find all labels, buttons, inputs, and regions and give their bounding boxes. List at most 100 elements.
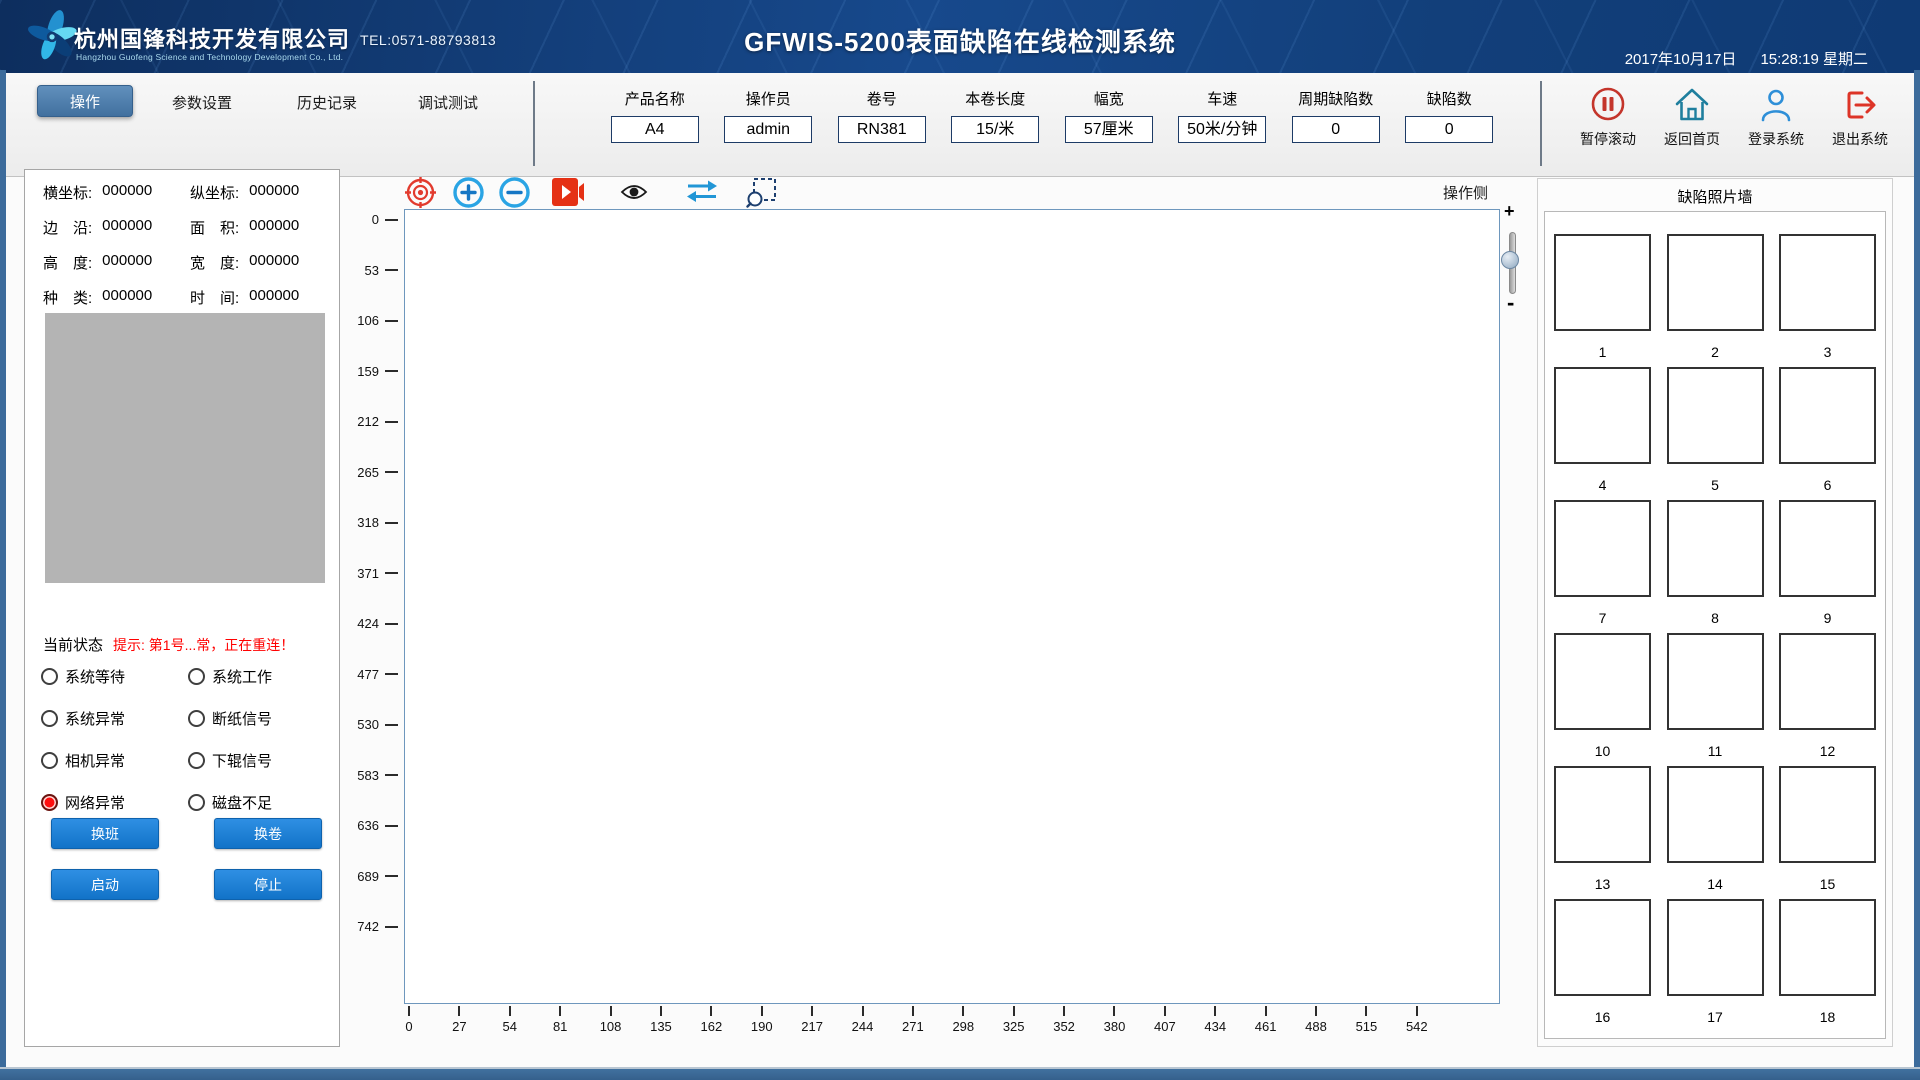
photo-wall-title: 缺陷照片墙 bbox=[1677, 189, 1753, 206]
y-axis-tick: 371 bbox=[357, 566, 398, 581]
photo-slot: 8 bbox=[1666, 500, 1765, 633]
photo-slot-thumbnail[interactable] bbox=[1554, 234, 1651, 331]
photo-slot-thumbnail[interactable] bbox=[1779, 633, 1876, 730]
photo-slot-thumbnail[interactable] bbox=[1779, 367, 1876, 464]
x-tick-mark bbox=[1063, 1006, 1066, 1016]
photo-slot-thumbnail[interactable] bbox=[1666, 367, 1764, 464]
status-title: 当前状态 bbox=[43, 637, 104, 654]
region-zoom-button[interactable] bbox=[745, 176, 778, 208]
photo-slot-thumbnail[interactable] bbox=[1666, 234, 1764, 331]
swap-arrows-icon bbox=[687, 180, 717, 202]
photo-slot-thumbnail[interactable] bbox=[1554, 766, 1651, 863]
info-field-label: 操作员 bbox=[745, 91, 791, 108]
photo-slot-thumbnail[interactable] bbox=[1779, 500, 1876, 597]
photo-slot-thumbnail[interactable] bbox=[1779, 234, 1876, 331]
photo-slot: 18 bbox=[1778, 899, 1877, 1032]
x-axis-tick: 298 bbox=[945, 1006, 981, 1034]
region-zoom-icon bbox=[746, 178, 776, 208]
photo-slot-number: 3 bbox=[1823, 344, 1832, 360]
status-radio-option[interactable]: 断纸信号 bbox=[188, 708, 327, 729]
status-radio-option[interactable]: 系统异常 bbox=[41, 708, 180, 729]
exit-system-button[interactable]: 退出系统 bbox=[1824, 85, 1896, 149]
status-radio-option[interactable]: 系统等待 bbox=[41, 666, 180, 687]
photo-slot-thumbnail[interactable] bbox=[1554, 633, 1651, 730]
zoom-out-button[interactable] bbox=[498, 176, 531, 209]
y-tick-label: 371 bbox=[357, 565, 379, 581]
measurement-field: 宽 度: 000000 bbox=[190, 252, 323, 273]
x-tick-mark bbox=[408, 1006, 410, 1016]
y-tick-mark bbox=[385, 319, 398, 322]
photo-slot-thumbnail[interactable] bbox=[1666, 633, 1764, 730]
zoom-slider-thumb[interactable] bbox=[1501, 251, 1519, 269]
tab-history-records[interactable]: 历史记录 bbox=[297, 92, 357, 113]
info-field-label: 车速 bbox=[1207, 91, 1238, 108]
control-button[interactable]: 停止 bbox=[214, 869, 322, 900]
tab-debug-test[interactable]: 调试测试 bbox=[418, 92, 478, 113]
pause-scroll-button[interactable]: 暂停滚动 bbox=[1572, 85, 1644, 149]
status-radio-option[interactable]: 网络异常 bbox=[41, 792, 180, 813]
photo-slot-thumbnail[interactable] bbox=[1666, 899, 1764, 996]
status-radio-option[interactable]: 下辊信号 bbox=[188, 750, 327, 771]
photo-slot: 17 bbox=[1666, 899, 1765, 1032]
swap-direction-button[interactable] bbox=[686, 179, 718, 205]
chart-x-axis: 0 27 54 81 108 135 162 190 217 244 271 2… bbox=[391, 1006, 1435, 1034]
photo-slot: 9 bbox=[1778, 500, 1877, 633]
zoom-slider-plus-button[interactable]: + bbox=[1504, 201, 1515, 221]
measurement-label: 横坐标: bbox=[43, 185, 93, 202]
photo-slot-thumbnail[interactable] bbox=[1666, 766, 1764, 863]
info-field: 卷号 RN381 bbox=[825, 88, 939, 143]
y-axis-tick: 212 bbox=[357, 414, 398, 429]
zoom-slider-minus-button[interactable]: - bbox=[1507, 290, 1515, 315]
photo-slot: 3 bbox=[1778, 234, 1877, 367]
status-radio-option[interactable]: 系统工作 bbox=[188, 666, 327, 687]
measurement-label: 边 沿: bbox=[43, 220, 93, 237]
status-radio-option[interactable]: 磁盘不足 bbox=[188, 792, 327, 813]
photo-slot-number: 2 bbox=[1711, 344, 1719, 360]
photo-slot-thumbnail[interactable] bbox=[1554, 899, 1651, 996]
photo-slot-thumbnail[interactable] bbox=[1554, 500, 1651, 597]
control-button[interactable]: 启动 bbox=[51, 869, 159, 900]
measurement-label: 时 间: bbox=[190, 290, 240, 307]
photo-slot-thumbnail[interactable] bbox=[1666, 500, 1764, 597]
x-tick-mark bbox=[1315, 1006, 1318, 1016]
company-name: 杭州国锋科技开发有限公司 TEL:0571-88793813 bbox=[74, 27, 497, 52]
control-button[interactable]: 换班 bbox=[51, 818, 159, 849]
camera-play-button[interactable] bbox=[551, 177, 585, 207]
control-button[interactable]: 换卷 bbox=[214, 818, 322, 849]
tab-parameter-settings[interactable]: 参数设置 bbox=[172, 92, 232, 113]
login-system-button[interactable]: 登录系统 bbox=[1740, 85, 1812, 149]
status-option-label: 磁盘不足 bbox=[212, 795, 273, 812]
target-calibrate-button[interactable] bbox=[404, 176, 437, 209]
photo-slot-number: 16 bbox=[1594, 1009, 1611, 1025]
status-radio-option[interactable]: 相机异常 bbox=[41, 750, 180, 771]
radio-indicator bbox=[41, 794, 58, 811]
x-tick-label: 352 bbox=[1053, 1019, 1075, 1034]
home-icon bbox=[1675, 88, 1709, 121]
x-tick-label: 461 bbox=[1254, 1019, 1277, 1034]
photo-slot: 5 bbox=[1666, 367, 1765, 500]
y-tick-mark bbox=[385, 218, 398, 221]
zoom-in-button[interactable] bbox=[452, 176, 485, 209]
tab-operate[interactable]: 操作 bbox=[37, 85, 133, 117]
toolbar-divider bbox=[1540, 81, 1542, 166]
photo-slot-thumbnail[interactable] bbox=[1779, 899, 1876, 996]
y-axis-tick: 106 bbox=[357, 313, 398, 328]
pause-icon bbox=[1591, 87, 1625, 121]
defect-image-preview bbox=[45, 313, 325, 583]
x-tick-label: 271 bbox=[902, 1019, 924, 1034]
measurement-label: 种 类: bbox=[43, 290, 93, 307]
defect-map-canvas[interactable] bbox=[404, 209, 1500, 1004]
x-tick-label: 434 bbox=[1204, 1019, 1227, 1034]
photo-slot: 7 bbox=[1553, 500, 1652, 633]
return-home-button[interactable]: 返回首页 bbox=[1656, 85, 1728, 149]
view-toggle-button[interactable] bbox=[620, 182, 648, 202]
photo-slot-thumbnail[interactable] bbox=[1554, 367, 1651, 464]
x-tick-label: 380 bbox=[1103, 1019, 1126, 1034]
photo-slot-thumbnail[interactable] bbox=[1779, 766, 1876, 863]
datetime-display: 2017年10月17日 15:28:19 星期二 bbox=[1625, 48, 1868, 69]
y-tick-label: 212 bbox=[357, 414, 379, 429]
quick-action-buttons: 暂停滚动 返回首页 登录系统 bbox=[1572, 85, 1896, 149]
y-tick-mark bbox=[385, 622, 398, 625]
x-tick-mark bbox=[1214, 1006, 1217, 1016]
status-option-label: 相机异常 bbox=[65, 753, 126, 770]
